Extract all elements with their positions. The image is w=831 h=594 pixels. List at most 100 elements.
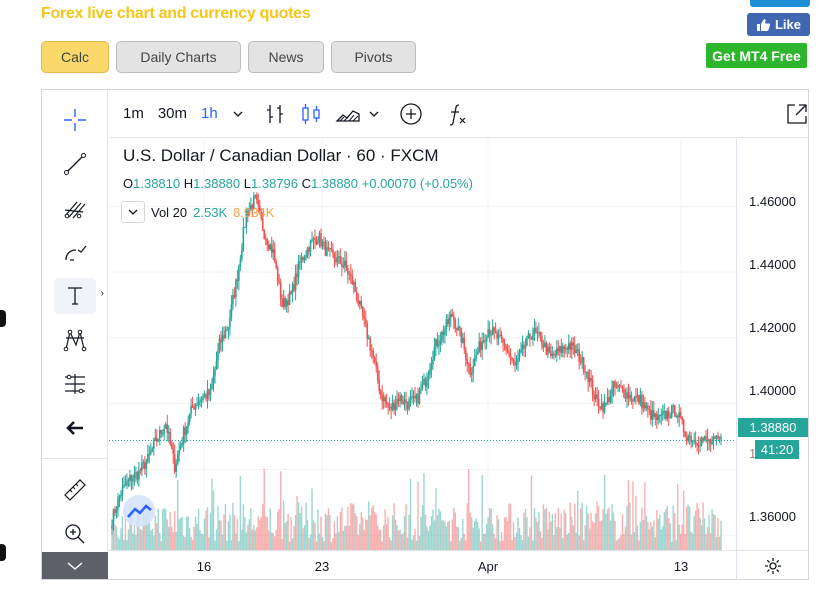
volume-bar bbox=[684, 533, 686, 550]
candle-body bbox=[444, 329, 446, 335]
volume-bar bbox=[312, 520, 315, 550]
volume-bar bbox=[211, 478, 213, 550]
volume-bar bbox=[587, 513, 589, 550]
chart-settings-button[interactable] bbox=[736, 550, 809, 580]
volume-bar bbox=[450, 541, 452, 550]
volume-bar bbox=[185, 516, 188, 550]
volume-bar bbox=[415, 540, 418, 550]
volume-bar bbox=[524, 508, 527, 550]
zoom-in-tool[interactable] bbox=[54, 516, 96, 552]
candle-body bbox=[158, 429, 161, 440]
drawing-toolbar: › bbox=[42, 90, 108, 579]
candle-body bbox=[217, 350, 219, 361]
like-button[interactable]: Like bbox=[747, 13, 810, 36]
price-axis[interactable]: 1.46000 1.44000 1.42000 1.40000 1.3 1.36… bbox=[736, 139, 809, 550]
toolbar-expand-button[interactable] bbox=[42, 552, 108, 579]
volume-bar bbox=[527, 536, 530, 550]
bars-style-button[interactable] bbox=[262, 101, 288, 127]
candle-body bbox=[130, 475, 133, 482]
tab-daily-charts[interactable]: Daily Charts bbox=[116, 41, 241, 73]
candle-body bbox=[636, 395, 639, 398]
candle-body bbox=[594, 394, 597, 400]
area-style-button[interactable] bbox=[334, 101, 362, 127]
trend-line-icon bbox=[64, 153, 86, 175]
chart-pane[interactable] bbox=[109, 139, 736, 550]
side-marker bbox=[0, 310, 6, 327]
candle-body bbox=[550, 350, 552, 356]
compare-button[interactable] bbox=[398, 101, 424, 127]
tab-pivots[interactable]: Pivots bbox=[331, 41, 416, 73]
trend-line-tool[interactable] bbox=[54, 146, 96, 182]
volume-bar bbox=[244, 517, 246, 550]
timeframe-dropdown[interactable] bbox=[232, 110, 244, 118]
fullscreen-button[interactable] bbox=[784, 101, 810, 127]
candle-body bbox=[200, 399, 203, 401]
candle-body bbox=[641, 395, 643, 409]
indicators-button[interactable] bbox=[446, 101, 470, 127]
chart-type-dropdown[interactable] bbox=[368, 110, 380, 118]
candles-style-button[interactable] bbox=[298, 101, 324, 127]
volume-bar bbox=[229, 514, 231, 550]
volume-bar bbox=[660, 529, 662, 550]
collapse-legend-button[interactable] bbox=[121, 201, 145, 223]
candle-body bbox=[506, 349, 509, 353]
volume-bar bbox=[569, 502, 571, 550]
candle-body bbox=[164, 424, 167, 429]
measure-tool[interactable] bbox=[54, 366, 96, 402]
volume-bar bbox=[306, 519, 309, 550]
volume-bar bbox=[330, 541, 333, 550]
candle-body bbox=[578, 349, 580, 363]
candle-body bbox=[188, 413, 191, 423]
volume-bar bbox=[594, 513, 597, 550]
candle-body bbox=[627, 392, 630, 399]
text-tool[interactable]: › bbox=[54, 278, 104, 314]
volume-bar bbox=[206, 507, 209, 550]
tweet-button[interactable] bbox=[750, 0, 810, 7]
candle-body bbox=[496, 332, 498, 339]
candle-body bbox=[587, 372, 589, 383]
volume-bar bbox=[635, 495, 637, 550]
candle-body bbox=[426, 379, 428, 387]
candle-body bbox=[214, 368, 216, 376]
time-axis[interactable]: 16 23 Apr 13 bbox=[109, 550, 736, 580]
candle-body bbox=[535, 327, 537, 332]
volume-bar bbox=[166, 519, 168, 550]
crosshair-tool[interactable] bbox=[54, 102, 96, 138]
candle-body bbox=[372, 351, 375, 358]
candle-body bbox=[600, 403, 603, 409]
candle-body bbox=[648, 409, 651, 411]
timeframe-30m[interactable]: 30m bbox=[157, 105, 188, 122]
volume-bar bbox=[227, 521, 230, 550]
fib-tool[interactable] bbox=[54, 190, 96, 226]
volume-bar bbox=[453, 507, 455, 550]
brush-tool[interactable] bbox=[54, 234, 96, 270]
timeframe-1m[interactable]: 1m bbox=[123, 105, 144, 122]
tab-calc[interactable]: Calc bbox=[41, 41, 109, 73]
volume-bar bbox=[476, 521, 479, 550]
volume-bar bbox=[448, 520, 451, 550]
candle-body bbox=[611, 387, 613, 397]
candle-body bbox=[687, 435, 689, 441]
pattern-tool[interactable] bbox=[54, 322, 96, 358]
tab-news[interactable]: News bbox=[248, 41, 324, 73]
volume-bar bbox=[333, 521, 336, 550]
candle-body bbox=[350, 273, 352, 276]
candle-body bbox=[590, 378, 592, 381]
candle-body bbox=[563, 346, 566, 349]
candle-body bbox=[135, 472, 137, 474]
get-mt4-button[interactable]: Get MT4 Free bbox=[706, 43, 807, 68]
timeframe-1h[interactable]: 1h bbox=[201, 105, 218, 122]
volume-bar bbox=[205, 510, 207, 550]
candle-body bbox=[447, 319, 449, 325]
candle-body bbox=[361, 306, 364, 317]
volume-bar bbox=[235, 533, 237, 550]
volume-bar bbox=[287, 513, 289, 550]
ruler-tool[interactable] bbox=[54, 472, 96, 508]
volume-bar bbox=[411, 539, 413, 550]
candle-body bbox=[193, 406, 195, 410]
back-tool[interactable] bbox=[54, 410, 96, 446]
candle-body bbox=[309, 240, 312, 252]
candle-body bbox=[488, 329, 491, 336]
candle-body bbox=[482, 340, 485, 343]
volume-bar bbox=[627, 480, 630, 550]
